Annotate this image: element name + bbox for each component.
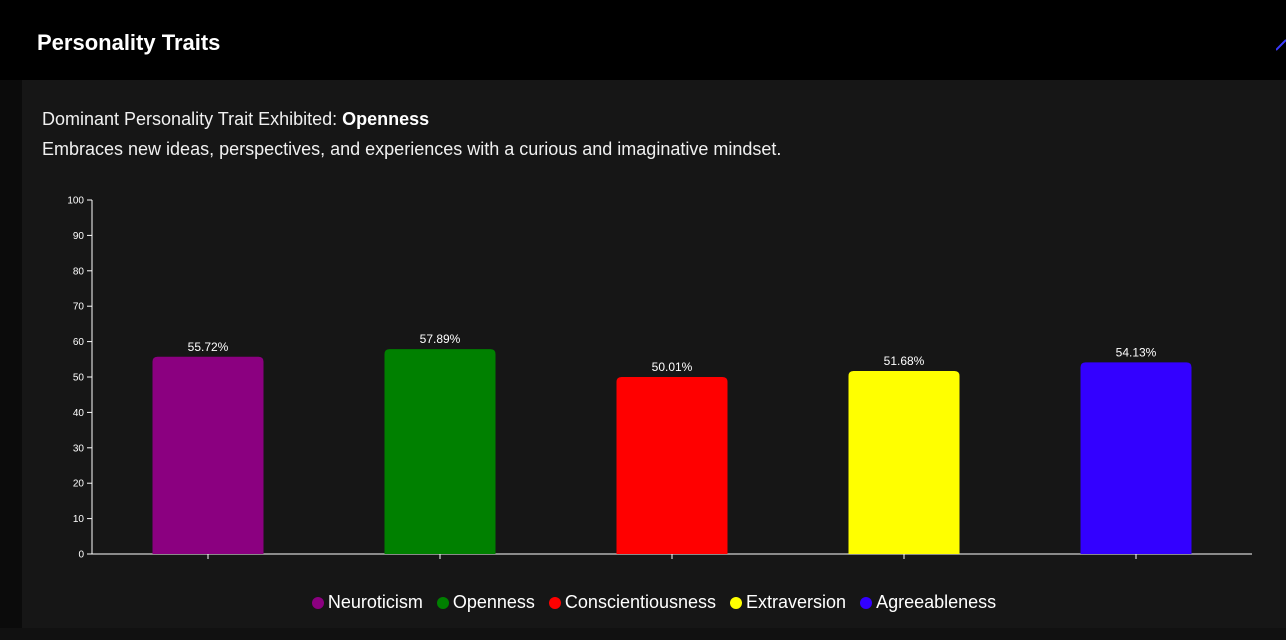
legend-item-extraversion[interactable]: Extraversion (730, 592, 846, 613)
legend-swatch (548, 596, 561, 609)
legend-label: Conscientiousness (564, 592, 717, 612)
dominant-trait-label: Dominant Personality Trait Exhibited: (42, 109, 343, 129)
legend-item-agreeableness[interactable]: Agreeableness (860, 592, 996, 613)
bar-value-label: 51.68% (884, 354, 925, 368)
y-tick-label: 30 (73, 443, 85, 454)
y-tick-label: 0 (78, 550, 84, 561)
legend-swatch (860, 596, 873, 609)
header-corner-accent (1276, 39, 1286, 51)
dominant-trait-line: Dominant Personality Trait Exhibited: Op… (42, 109, 429, 130)
trait-description: Embraces new ideas, perspectives, and ex… (42, 139, 782, 159)
y-tick-label: 100 (67, 196, 84, 207)
y-tick-label: 70 (73, 302, 85, 313)
bar-value-label: 57.89% (420, 332, 461, 346)
modal-title: Personality Traits (37, 30, 221, 55)
legend-item-openness[interactable]: Openness (436, 592, 535, 613)
legend-item-conscientiousness[interactable]: Conscientiousness (548, 592, 717, 613)
bar-value-label: 54.13% (1116, 345, 1157, 359)
personality-bar-chart: 0 10 20 30 40 50 60 70 80 90 100 55.72% 57.89% 50.01%… (67, 196, 1252, 561)
bar-agreeableness (1080, 362, 1192, 554)
legend-label: Agreeableness (876, 592, 997, 612)
bar-neuroticism (152, 356, 264, 554)
y-tick-label: 10 (73, 514, 85, 525)
legend-swatch (730, 596, 743, 609)
bar-value-label: 50.01% (652, 360, 693, 374)
legend-swatch (311, 596, 324, 609)
y-tick-label: 90 (73, 231, 85, 242)
chart-legend: Neuroticism Openness Conscientiousness Extr… (22, 592, 1286, 613)
legend-label: Neuroticism (327, 592, 423, 612)
y-tick-label: 50 (73, 373, 85, 384)
bar-extraversion (848, 371, 960, 554)
y-tick-label: 80 (73, 266, 85, 277)
y-tick-label: 20 (73, 479, 85, 490)
modal-header: Personality Traits (0, 0, 1286, 80)
dominant-trait-value: Openness (342, 109, 430, 129)
y-tick-label: 40 (73, 408, 85, 419)
bar-value-label: 55.72% (188, 340, 229, 354)
legend-label: Openness (452, 592, 535, 612)
bar-conscientiousness (616, 376, 728, 554)
legend-item-neuroticism[interactable]: Neuroticism (311, 592, 423, 613)
legend-label: Extraversion (746, 592, 847, 612)
y-tick-label: 60 (73, 337, 85, 348)
background-strip (0, 628, 1286, 640)
modal-body: Dominant Personality Trait Exhibited: Op… (22, 80, 1286, 628)
legend-swatch (436, 596, 449, 609)
bar-openness (384, 349, 496, 554)
